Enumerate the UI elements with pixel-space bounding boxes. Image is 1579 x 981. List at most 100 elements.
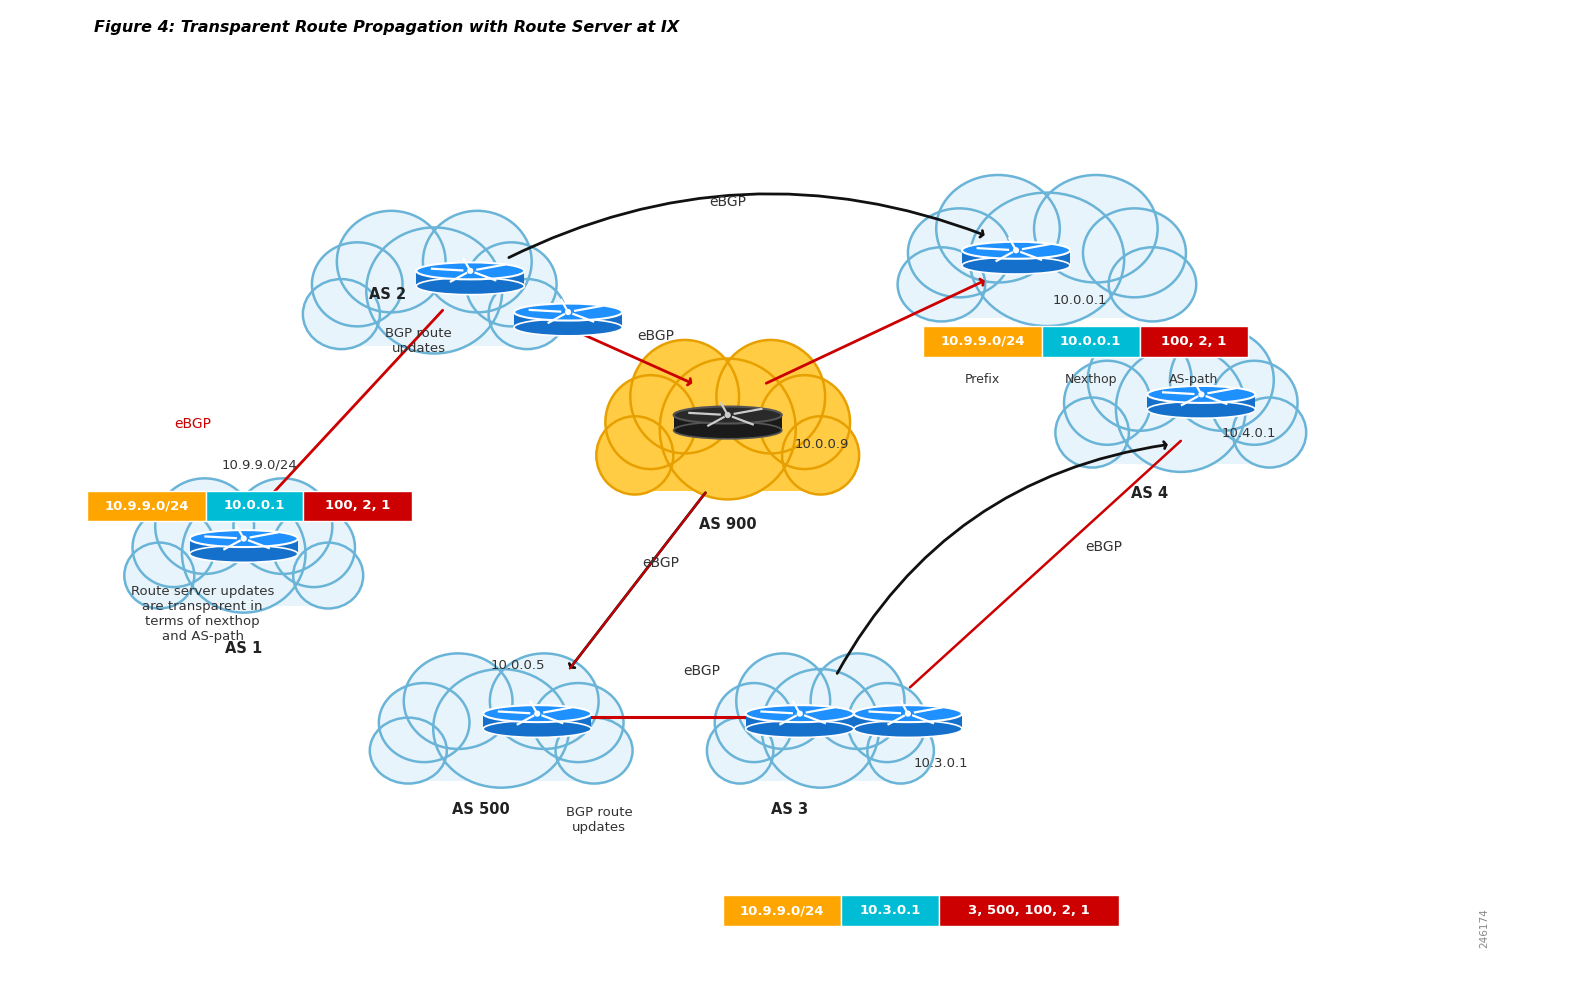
Ellipse shape — [908, 208, 1011, 297]
Ellipse shape — [962, 257, 1071, 274]
Bar — [341, 303, 527, 343]
Bar — [745, 713, 854, 731]
Text: eBGP: eBGP — [709, 195, 747, 209]
Text: eBGP: eBGP — [643, 555, 679, 570]
Ellipse shape — [962, 241, 1071, 259]
Ellipse shape — [745, 705, 854, 722]
Text: Route server updates
are transparent in
terms of nexthop
and AS-path: Route server updates are transparent in … — [131, 585, 275, 644]
Text: eBGP: eBGP — [638, 329, 674, 343]
Ellipse shape — [313, 242, 403, 327]
Ellipse shape — [717, 340, 826, 453]
Ellipse shape — [782, 416, 859, 494]
Text: AS 900: AS 900 — [699, 517, 756, 532]
Ellipse shape — [417, 278, 524, 294]
Ellipse shape — [182, 494, 306, 612]
Ellipse shape — [1088, 330, 1192, 431]
Text: 10.3.0.1: 10.3.0.1 — [913, 757, 968, 770]
Ellipse shape — [597, 416, 673, 494]
Ellipse shape — [303, 280, 381, 349]
Text: 10.0.0.9: 10.0.0.9 — [794, 438, 850, 450]
Ellipse shape — [963, 233, 1131, 317]
Text: AS 500: AS 500 — [452, 802, 510, 817]
Bar — [635, 443, 821, 488]
FancyBboxPatch shape — [87, 490, 205, 521]
Ellipse shape — [423, 211, 532, 312]
Ellipse shape — [1170, 330, 1274, 431]
Ellipse shape — [1233, 397, 1306, 468]
Text: 10.9.9.0/24: 10.9.9.0/24 — [739, 904, 824, 917]
Ellipse shape — [1034, 175, 1157, 283]
Circle shape — [1198, 391, 1205, 397]
Ellipse shape — [745, 720, 854, 738]
Ellipse shape — [404, 653, 513, 749]
Text: 10.9.9.0/24: 10.9.9.0/24 — [941, 335, 1025, 347]
Text: eBGP: eBGP — [1085, 541, 1123, 554]
Ellipse shape — [417, 262, 524, 280]
Ellipse shape — [660, 358, 796, 499]
Ellipse shape — [867, 718, 933, 784]
Ellipse shape — [189, 530, 298, 547]
Bar — [409, 741, 594, 778]
Bar — [674, 415, 782, 432]
FancyBboxPatch shape — [205, 490, 303, 521]
Text: AS 4: AS 4 — [1131, 487, 1168, 501]
Ellipse shape — [1108, 247, 1197, 322]
Ellipse shape — [605, 375, 696, 469]
Bar — [159, 566, 328, 602]
Ellipse shape — [715, 683, 793, 762]
Bar — [741, 741, 900, 778]
FancyBboxPatch shape — [1140, 326, 1247, 357]
FancyBboxPatch shape — [303, 490, 412, 521]
Text: eBGP: eBGP — [684, 664, 720, 678]
Text: BGP route
updates: BGP route updates — [385, 328, 452, 355]
Ellipse shape — [428, 705, 575, 780]
Text: Figure 4: Transparent Route Propagation with Route Server at IX: Figure 4: Transparent Route Propagation … — [95, 20, 679, 34]
Ellipse shape — [177, 531, 311, 604]
Circle shape — [534, 710, 540, 717]
Bar — [941, 274, 1153, 315]
Ellipse shape — [515, 303, 622, 321]
Ellipse shape — [1116, 346, 1246, 472]
Bar — [515, 312, 622, 329]
Bar — [483, 713, 591, 731]
FancyBboxPatch shape — [940, 896, 1120, 926]
Circle shape — [725, 412, 731, 418]
Ellipse shape — [936, 175, 1060, 283]
Circle shape — [240, 536, 246, 542]
Text: 3, 500, 100, 2, 1: 3, 500, 100, 2, 1 — [968, 904, 1090, 917]
Text: 10.4.0.1: 10.4.0.1 — [1222, 428, 1276, 440]
Ellipse shape — [294, 542, 363, 608]
Circle shape — [1014, 247, 1018, 253]
FancyBboxPatch shape — [924, 326, 1042, 357]
Bar — [1148, 394, 1255, 411]
Ellipse shape — [133, 508, 215, 587]
Text: 100, 2, 1: 100, 2, 1 — [325, 499, 390, 512]
Ellipse shape — [1055, 397, 1129, 468]
Ellipse shape — [273, 508, 355, 587]
Ellipse shape — [515, 319, 622, 336]
Ellipse shape — [854, 705, 962, 722]
Ellipse shape — [369, 718, 447, 784]
Ellipse shape — [466, 242, 556, 327]
Ellipse shape — [489, 653, 598, 749]
Text: AS 1: AS 1 — [226, 641, 262, 655]
Ellipse shape — [756, 705, 884, 780]
Ellipse shape — [1148, 386, 1255, 403]
Ellipse shape — [483, 705, 591, 722]
Ellipse shape — [556, 718, 633, 784]
Ellipse shape — [1110, 385, 1251, 463]
Text: 10.0.0.1: 10.0.0.1 — [1060, 335, 1121, 347]
Text: eBGP: eBGP — [174, 417, 210, 431]
Bar — [962, 250, 1071, 267]
Ellipse shape — [1083, 208, 1186, 297]
Text: 10.9.9.0/24: 10.9.9.0/24 — [221, 458, 297, 471]
Ellipse shape — [1064, 361, 1151, 444]
Text: 246174: 246174 — [1480, 908, 1489, 948]
Text: AS 2: AS 2 — [369, 287, 406, 302]
Ellipse shape — [630, 340, 739, 453]
Ellipse shape — [125, 542, 194, 608]
Ellipse shape — [433, 669, 568, 788]
Ellipse shape — [189, 545, 298, 562]
Ellipse shape — [761, 669, 880, 788]
Text: 10.0.0.1: 10.0.0.1 — [1052, 293, 1107, 306]
